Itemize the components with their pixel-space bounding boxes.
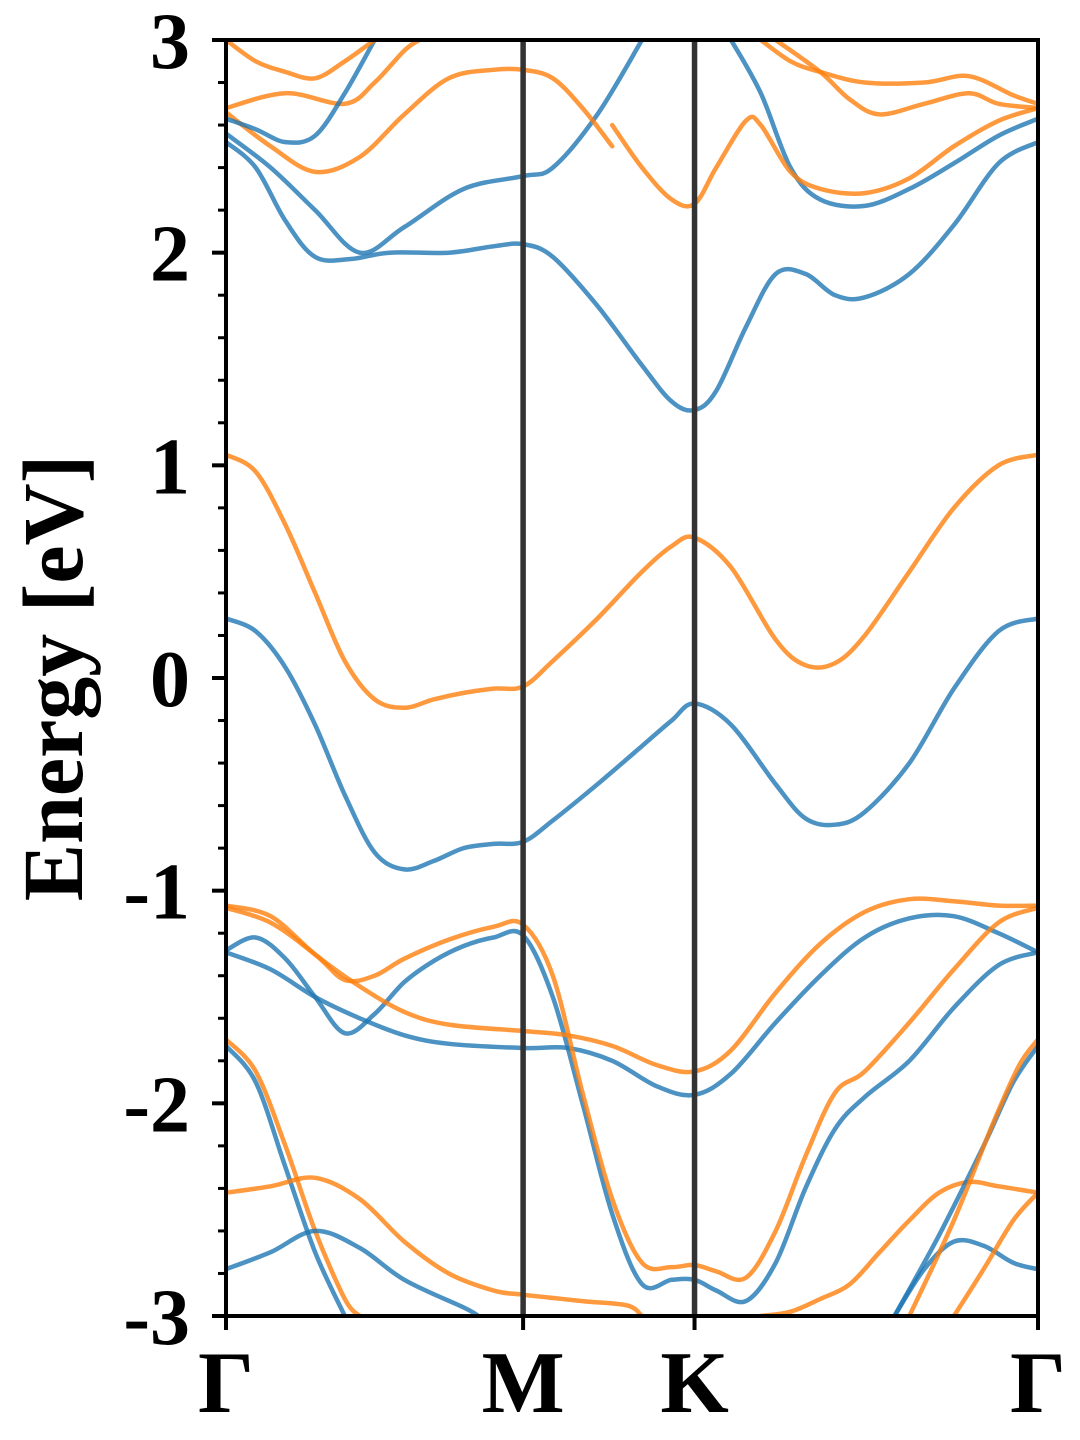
band-line-blue-4: [728, 40, 1038, 209]
y-axis-label: Energy [eV]: [5, 455, 101, 902]
plot-frame: [224, 38, 1040, 1318]
ytick-label: 0: [150, 636, 190, 724]
band-line-blue-21: [892, 1237, 1038, 1316]
band-line-orange-17: [226, 1037, 362, 1316]
band-line-orange-5: [609, 105, 1038, 209]
band-line-orange-11: [758, 40, 1038, 107]
ytick-label: 2: [150, 211, 190, 299]
band-line-blue-9: [226, 40, 377, 145]
xtick-label: K: [660, 1335, 728, 1432]
ytick-label: -1: [123, 849, 190, 937]
band-line-blue-12: [226, 928, 1038, 1305]
band-line-blue-16: [226, 1043, 348, 1316]
band-line-orange-24: [951, 1190, 1038, 1316]
band-line-orange-19: [226, 1175, 645, 1316]
band-line-orange-23: [907, 1037, 1038, 1316]
xtick-label: Γ: [1010, 1335, 1066, 1432]
band-curves: [226, 40, 1038, 1316]
ytick-label: -3: [123, 1274, 190, 1362]
ytick-label: 1: [150, 423, 190, 511]
band-line-orange-1: [226, 452, 1038, 711]
high-symmetry-lines: [520, 40, 698, 1316]
band-line-blue-2: [226, 139, 1038, 413]
band-line-orange-8: [773, 40, 1038, 117]
band-line-blue-22: [892, 1043, 1038, 1316]
band-line-orange-6: [226, 66, 615, 175]
band-line-blue-13: [226, 912, 1038, 1098]
band-line-orange-20: [758, 1179, 1038, 1316]
y-axis: -3 -2 -1 0 1 2 3: [123, 0, 226, 1362]
band-line-blue-0: [226, 616, 1038, 872]
xtick-label: M: [482, 1335, 565, 1432]
ytick-label: -2: [123, 1061, 190, 1149]
band-line-orange-10: [226, 40, 377, 81]
xtick-label: Γ: [198, 1335, 254, 1432]
band-line-orange-14: [226, 905, 1038, 1283]
band-line-orange-15: [226, 896, 1038, 1075]
band-line-blue-18: [226, 1228, 481, 1316]
ytick-label: 3: [150, 0, 190, 86]
band-line-orange-7: [226, 40, 422, 111]
band-line-blue-3: [226, 40, 645, 256]
